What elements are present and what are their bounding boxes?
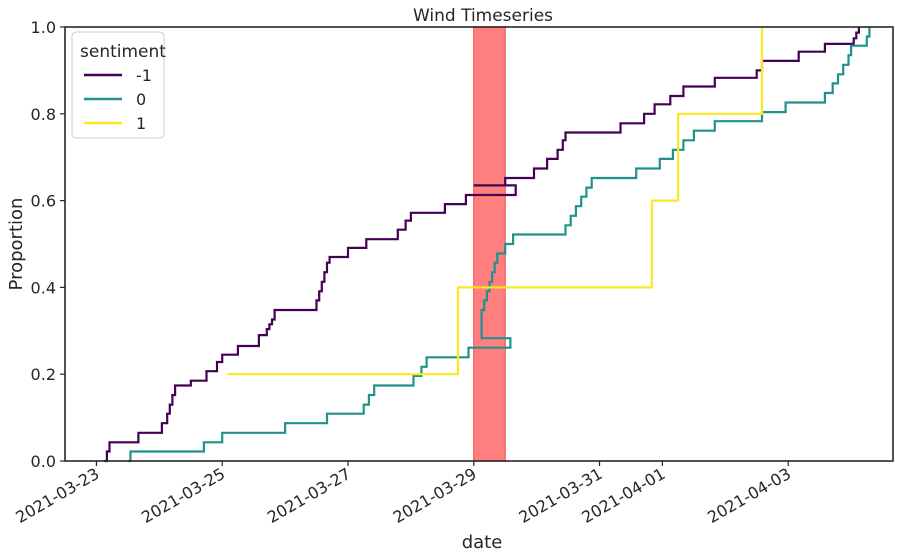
legend-title: sentiment bbox=[80, 42, 166, 62]
plot-area bbox=[64, 26, 894, 463]
legend-label--1: -1 bbox=[136, 66, 152, 85]
chart-title: Wind Timeseries bbox=[413, 6, 553, 26]
legend-entries: -1 0 1 bbox=[84, 66, 152, 133]
y-tick-label: 0.8 bbox=[31, 105, 56, 124]
series-line-0 bbox=[127, 27, 871, 463]
y-tick-label: 1.0 bbox=[31, 18, 56, 37]
legend-label-0: 0 bbox=[136, 90, 146, 109]
highlight-band bbox=[473, 26, 506, 462]
series-line-1 bbox=[227, 27, 764, 376]
y-tick-label: 0.2 bbox=[31, 365, 56, 384]
highlight-layer bbox=[473, 26, 506, 462]
legend: sentiment -1 0 1 bbox=[71, 31, 166, 139]
legend-box bbox=[71, 31, 165, 139]
y-tick-label: 0.4 bbox=[31, 278, 56, 297]
y-axis-label: Proportion bbox=[6, 198, 27, 291]
x-axis-label: date bbox=[462, 532, 503, 553]
legend-label-1: 1 bbox=[136, 114, 146, 133]
y-tick-label: 0.0 bbox=[31, 452, 56, 471]
axes-frame bbox=[64, 26, 894, 462]
series-layer bbox=[104, 27, 871, 463]
y-tick-label: 0.6 bbox=[31, 192, 56, 211]
series-line--1 bbox=[104, 27, 860, 463]
y-axis: 0.0 0.2 0.4 0.6 0.8 1.0 bbox=[31, 18, 65, 471]
